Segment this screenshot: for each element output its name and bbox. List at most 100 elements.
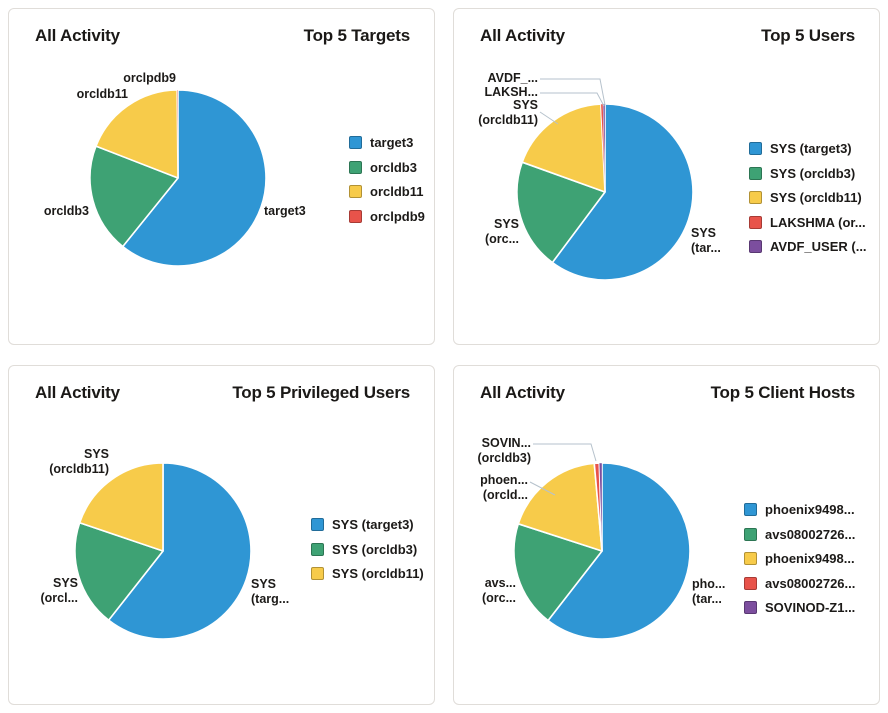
- slice-label: SOVIN... (orcldb3): [478, 436, 531, 466]
- card-title: Top 5 Users: [761, 26, 855, 45]
- pie-plot: AVDF_... LAKSH... SYS (orcldb11) SYS (orc... S…: [454, 54, 879, 326]
- pie-slice-phoenix9498[interactable]: [517, 462, 603, 552]
- legend-label: SYS (target3): [770, 141, 852, 157]
- slice-label-line: (orcldb11): [49, 462, 109, 476]
- legend-item-orcldb3[interactable]: orcldb3: [349, 160, 425, 175]
- pie-chart-svg: [74, 462, 252, 640]
- legend-item-avs08002726[interactable]: avs08002726...: [744, 575, 856, 591]
- pie-slice-sys-orcldb11[interactable]: [78, 462, 164, 552]
- slice-label: AVDF_...: [488, 71, 538, 86]
- card-top-5-targets: All Activity Top 5 Targets orclpdb9 orcld…: [8, 8, 435, 345]
- label-leader-line: [533, 443, 597, 462]
- legend-item-sys-target3[interactable]: SYS (target3): [311, 517, 424, 533]
- pie-plot: orclpdb9 orcldb11 orcldb3 target3 target3 or…: [9, 54, 434, 326]
- legend-item-orclpdb9[interactable]: orclpdb9: [349, 208, 425, 224]
- slice-label-line: orcldb11: [76, 87, 128, 101]
- legend-label: LAKSHMA (or...: [770, 214, 866, 230]
- label-leader-line: [529, 481, 556, 496]
- pie-slice-target3[interactable]: [121, 89, 267, 267]
- slice-label: orclpdb9: [123, 71, 176, 86]
- slice-label-line: SYS: [251, 577, 277, 591]
- legend-label: target3: [370, 135, 414, 151]
- card-header: All Activity Top 5 Client Hosts: [454, 366, 879, 403]
- card-subtitle: All Activity: [480, 26, 565, 45]
- chart-legend: target3 orcldb3 orcldb11 orclpdb9: [349, 135, 425, 234]
- card-title: Top 5 Client Hosts: [710, 383, 856, 402]
- slice-label-line: (orcldb3): [477, 451, 531, 465]
- legend-label: avs08002726...: [765, 575, 856, 591]
- card-header: All Activity Top 5 Privileged Users: [9, 366, 434, 403]
- slice-label-line: (tar...: [692, 592, 722, 606]
- legend-swatch-icon: [311, 542, 324, 556]
- legend-item-avs08002726[interactable]: avs08002726...: [744, 527, 855, 542]
- pie-slice-sys-target3[interactable]: [107, 462, 252, 640]
- legend-swatch-icon: [744, 576, 757, 590]
- legend-swatch-icon: [349, 185, 362, 199]
- legend-item-sys-orcldb3[interactable]: SYS (orcldb3): [749, 165, 867, 181]
- legend-item-sys-target3[interactable]: SYS (target3): [749, 141, 867, 157]
- slice-label: orcldb11: [77, 87, 128, 102]
- legend-swatch-icon: [749, 215, 762, 229]
- pie-slice-orclpdb9[interactable]: [176, 89, 179, 179]
- slice-label: SYS (orc...: [485, 217, 519, 247]
- slice-label-line: (orc...: [484, 232, 519, 246]
- slice-label-line: AVDF_...: [487, 71, 538, 85]
- chart-legend: SYS (target3) SYS (orcldb3) SYS (orcldb11)…: [749, 141, 867, 265]
- pie-slice-phoenix9498[interactable]: [547, 462, 691, 640]
- legend-label: orclpdb9: [370, 208, 425, 224]
- legend-label: AVDF_USER (...: [770, 239, 867, 255]
- legend-swatch-icon: [744, 552, 757, 566]
- legend-item-orcldb11[interactable]: orcldb11: [349, 184, 425, 199]
- pie-plot: SOVIN... (orcldb3) phoen... (orcld... avs...…: [454, 411, 879, 683]
- pie-slice-sys-target3[interactable]: [551, 103, 694, 281]
- legend-label: SYS (orcldb3): [770, 165, 856, 181]
- legend-swatch-icon: [749, 166, 762, 180]
- slice-label-line: SOVIN...: [481, 436, 531, 450]
- legend-item-lakshma-or[interactable]: LAKSHMA (or...: [749, 214, 867, 230]
- pie-slice-sys-orcldb11[interactable]: [521, 103, 606, 193]
- legend-item-phoenix9498[interactable]: phoenix9498...: [744, 551, 855, 566]
- slice-label: phoen... (orcld...: [480, 473, 528, 503]
- slice-label: avs... (orc...: [482, 576, 516, 606]
- legend-swatch-icon: [744, 503, 757, 517]
- slice-label: SYS (orcldb11): [49, 447, 109, 477]
- legend-item-sys-orcldb3[interactable]: SYS (orcldb3): [311, 542, 424, 557]
- pie-chart-svg: [513, 443, 691, 640]
- pie-slice-sys-orcldb3[interactable]: [74, 521, 164, 621]
- label-leader-line: [540, 92, 605, 107]
- chart-legend: phoenix9498... avs08002726... phoenix9498.…: [744, 502, 856, 626]
- legend-label: SYS (orcldb11): [332, 566, 424, 582]
- slice-label: SYS (orcldb11): [478, 98, 538, 128]
- pie-chart-svg: [516, 78, 694, 281]
- pie-plot: SYS (orcldb11) SYS (orcl... SYS (targ... SYS …: [9, 411, 434, 683]
- pie-slice-orcldb3[interactable]: [89, 145, 179, 248]
- pie-slice-sovinod-z1[interactable]: [599, 462, 603, 552]
- legend-item-avdf-user[interactable]: AVDF_USER (...: [749, 239, 867, 255]
- slice-label-line: (orcl...: [40, 591, 78, 605]
- pie-slice-avs08002726[interactable]: [513, 523, 603, 622]
- slice-label-line: phoen...: [480, 473, 528, 487]
- card-subtitle: All Activity: [480, 383, 565, 402]
- card-title: Top 5 Privileged Users: [232, 383, 410, 402]
- card-subtitle: All Activity: [35, 26, 120, 45]
- legend-item-sovinod-z1[interactable]: SOVINOD-Z1...: [744, 600, 855, 615]
- legend-label: phoenix9498...: [765, 502, 855, 518]
- slice-label: target3: [264, 204, 306, 219]
- label-leader-line: [540, 78, 606, 106]
- card-top-5-privileged-users: All Activity Top 5 Privileged Users SYS(…: [8, 365, 435, 705]
- pie-slice-orcldb11[interactable]: [95, 89, 179, 179]
- legend-label: SYS (target3): [332, 517, 414, 533]
- legend-item-phoenix9498[interactable]: phoenix9498...: [744, 502, 855, 518]
- legend-swatch-icon: [349, 160, 362, 174]
- card-header: All Activity Top 5 Targets: [9, 9, 434, 46]
- legend-item-sys-orcldb11[interactable]: SYS (orcldb11): [749, 190, 867, 205]
- slice-label-line: (targ...: [251, 592, 290, 606]
- slice-label: orcldb3: [44, 204, 89, 219]
- slice-label-line: avs...: [484, 576, 516, 590]
- card-top-5-client-hosts: All Activity Top 5 Client Hosts SOVIN...…: [453, 365, 880, 705]
- pie-slice-sys-orcldb3[interactable]: [516, 161, 606, 264]
- legend-item-target3[interactable]: target3: [349, 135, 425, 151]
- label-leader-line: [539, 111, 559, 125]
- legend-item-sys-orcldb11[interactable]: SYS (orcldb11): [311, 566, 424, 582]
